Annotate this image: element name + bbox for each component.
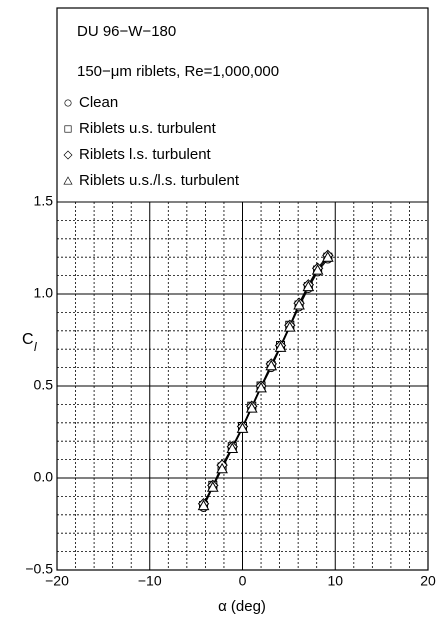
y-tick-label: 1.0: [34, 285, 54, 301]
legend-marker: [63, 176, 73, 185]
x-axis-label: α (deg): [218, 598, 266, 615]
y-axis-label: C: [22, 331, 34, 348]
marker: [236, 422, 249, 433]
marker: [255, 381, 267, 393]
marker: [216, 462, 228, 474]
marker: [283, 321, 296, 332]
x-tick-label: 10: [327, 573, 343, 589]
y-axis-label-sub: l: [34, 340, 37, 354]
marker: [206, 481, 219, 492]
legend-label: Riblets l.s. turbulent: [79, 146, 212, 163]
chart-title: DU 96−W−180: [77, 23, 176, 40]
y-tick-label: 0.5: [34, 377, 54, 393]
legend-marker: [64, 125, 72, 133]
marker: [245, 402, 258, 413]
marker: [265, 359, 278, 371]
marker: [226, 442, 239, 454]
x-tick-label: −20: [45, 573, 69, 589]
y-tick-label: 0.0: [34, 469, 54, 485]
chart-subtitle: 150−μm riblets, Re=1,000,000: [77, 63, 279, 80]
marker: [197, 499, 210, 511]
marker: [302, 280, 315, 292]
marker: [293, 299, 305, 310]
y-tick-label: −0.5: [25, 561, 53, 577]
legend-marker: [64, 99, 72, 107]
marker: [274, 341, 287, 352]
legend-marker: [63, 150, 73, 160]
y-tick-label: 1.5: [34, 193, 54, 209]
x-tick-label: −10: [138, 573, 162, 589]
legend-label: Riblets u.s. turbulent: [79, 120, 217, 137]
marker: [311, 264, 324, 275]
marker: [321, 251, 334, 262]
x-tick-label: 20: [420, 573, 436, 589]
legend-label: Riblets u.s./l.s. turbulent: [79, 172, 240, 189]
legend-label: Clean: [79, 94, 118, 111]
x-tick-label: 0: [239, 573, 247, 589]
